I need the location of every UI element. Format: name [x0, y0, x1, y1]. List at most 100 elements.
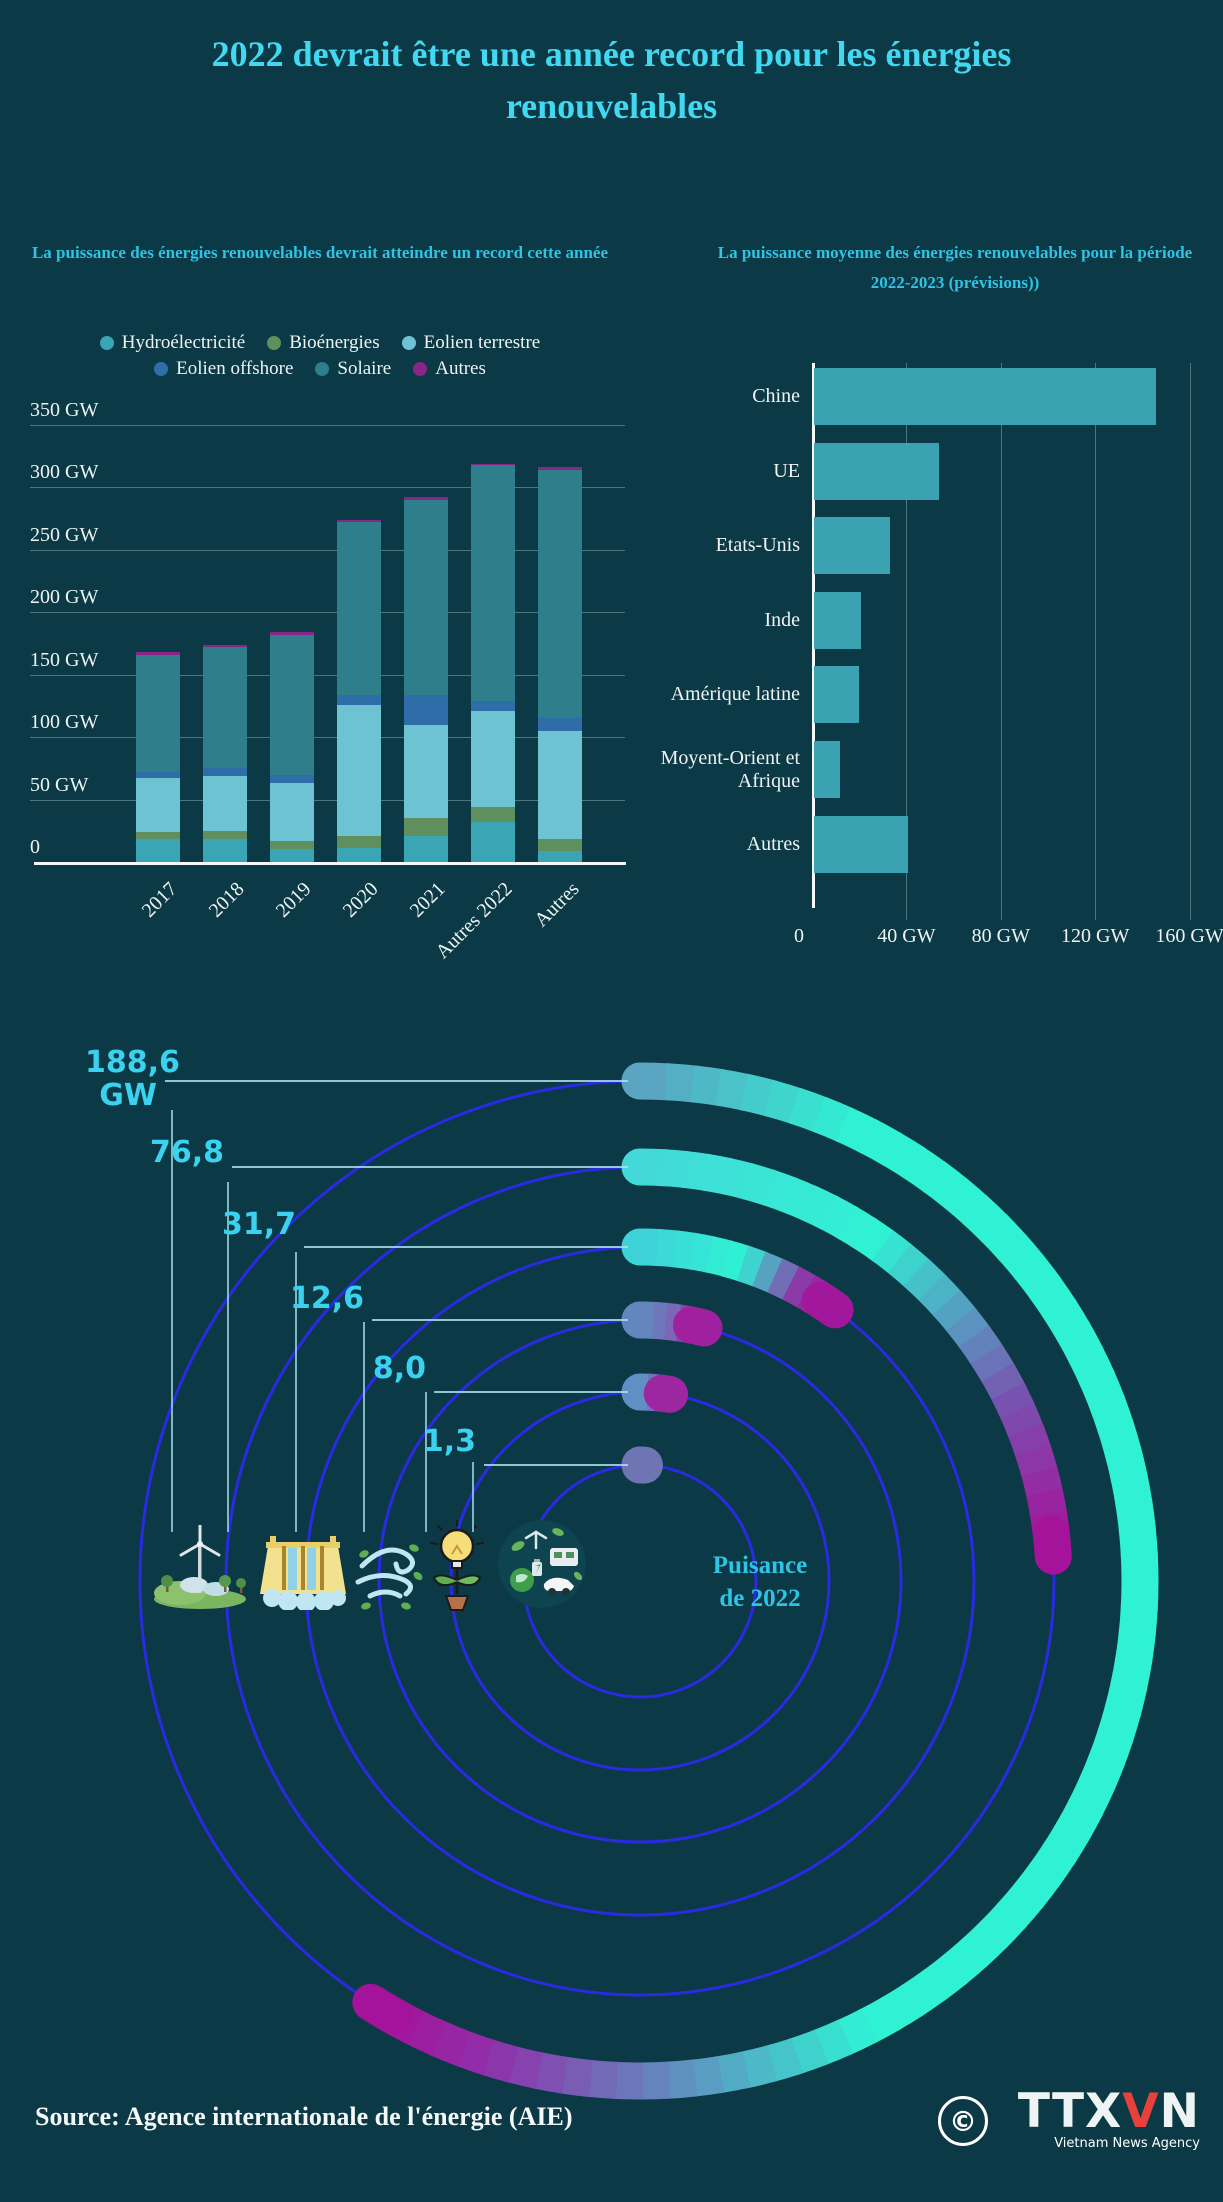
- bar-segment-Eolien terrestre: [270, 783, 314, 841]
- bar-segment-Autres: [136, 652, 180, 655]
- bar-segment-Autres: [471, 463, 515, 466]
- radial-arc-segment: [958, 1325, 1004, 1367]
- bar-segment-Hydroélectricité: [270, 849, 314, 862]
- bar-segment-Bioénergies: [136, 831, 180, 840]
- radial-arc-segment: [1028, 1841, 1077, 1888]
- wind-swirl-icon: [352, 1532, 424, 1617]
- bar-segment-Bioénergies: [337, 835, 381, 849]
- radial-caption: Puisance de 2022: [660, 1550, 860, 1615]
- radial-arc-segment: [799, 1185, 839, 1230]
- stacked-bar-2017: [136, 652, 180, 862]
- y-axis-line: [812, 363, 815, 908]
- x-axis-tick: 2021: [405, 878, 450, 922]
- stacked-bar-2018: [203, 644, 247, 862]
- radial-arc-segment: [979, 1213, 1028, 1262]
- radial-value-label: 8,0: [372, 1351, 426, 1386]
- radial-arc-segment: [887, 1243, 932, 1289]
- legend-dot: [401, 336, 416, 350]
- radial-arc-segment: [1120, 1579, 1159, 1611]
- agency-logo-v: V: [1122, 2084, 1160, 2139]
- callout-line-horizontal: [232, 1166, 628, 1168]
- radial-arc-segment: [812, 1096, 855, 1143]
- radial-arc-segment: [531, 2051, 568, 2094]
- x-axis-tick: 2018: [204, 878, 249, 922]
- radial-arc-segment: [787, 2029, 829, 2075]
- radial-arc-segment: [880, 1131, 926, 1180]
- radial-arc-segment: [403, 2009, 448, 2057]
- legend-row: Eolien offshore Solaire Autres: [20, 358, 620, 380]
- radial-arc-segment: [1013, 1253, 1062, 1301]
- gridline: [30, 674, 625, 676]
- radial-arc-segment: [1012, 1862, 1061, 1910]
- radial-arc-segment: [1028, 1275, 1077, 1322]
- radial-arc-segment: [611, 2061, 644, 2100]
- radial-arc-segment: [900, 1969, 947, 2017]
- radial-arc-segment: [946, 1307, 991, 1350]
- category-label: Etats-Unis: [715, 534, 800, 557]
- hbar-chart-title: La puissance moyenne des énergies renouv…: [717, 243, 1193, 292]
- radial-arc-segment: [1015, 1444, 1058, 1480]
- gridline: [1189, 363, 1191, 920]
- radial-arc-segment: [672, 1306, 723, 1347]
- radial-arc-segment: [428, 2020, 471, 2067]
- copyright-icon: ©: [938, 2096, 988, 2146]
- radial-arc-segment: [584, 2059, 618, 2099]
- category-label: Chine: [752, 385, 800, 407]
- bar-segment-Solaire: [337, 522, 381, 695]
- radial-arc-segment: [736, 1245, 769, 1288]
- legend-item: Hydroélectricité: [99, 332, 245, 354]
- stacked-chart-legend: Hydroélectricité Bioénergies Eolien terres…: [20, 332, 620, 380]
- radial-arc-segment: [818, 1195, 859, 1240]
- radial-arc-segment: [761, 1169, 798, 1213]
- bar-Moyent-Orient et Afrique: [814, 741, 840, 798]
- radial-arc-segment: [997, 1233, 1046, 1281]
- radial-arc-segment: [504, 2045, 544, 2089]
- page-title-line1: 2022 devrait être une année record pour …: [211, 34, 1012, 74]
- bar-segment-Solaire: [270, 634, 314, 775]
- bar-segment-Eolien terrestre: [538, 730, 582, 840]
- radial-arc-segment: [1118, 1604, 1158, 1638]
- y-axis-tick: 50 GW: [30, 773, 89, 796]
- radial-arc-segment: [932, 1290, 978, 1334]
- radial-arc-segment: [1097, 1419, 1142, 1460]
- bar-segment-Solaire: [538, 469, 582, 719]
- bar-segment-Bioénergies: [270, 840, 314, 850]
- radial-arc-segment: [1068, 1344, 1116, 1389]
- y-axis-tick: 150 GW: [30, 648, 99, 671]
- legend-label: Bioénergies: [289, 332, 380, 353]
- radial-arc-segment: [352, 1983, 412, 2035]
- radial-arc-segment: [665, 1063, 699, 1103]
- legend-dot: [267, 336, 282, 350]
- radial-arc-segment: [688, 2056, 725, 2097]
- bar-segment-Solaire: [471, 465, 515, 701]
- legend-dot: [315, 362, 330, 376]
- x-axis-tick: 160 GW: [1155, 925, 1223, 947]
- radial-arc-segment: [704, 1236, 734, 1277]
- bar-segment-Hydroélectricité: [136, 839, 180, 862]
- radial-arc-segment: [835, 1107, 879, 1154]
- radial-arc-segment: [663, 2059, 698, 2099]
- hydro-dam-icon: [258, 1532, 348, 1615]
- x-axis-tick: 0: [794, 925, 804, 947]
- y-axis-tick: 100 GW: [30, 711, 99, 734]
- callout-line-horizontal: [484, 1464, 628, 1466]
- x-axis-tick: 40 GW: [877, 925, 936, 947]
- x-axis-tick: 2017: [137, 878, 182, 922]
- radial-arc-segment: [802, 1281, 854, 1329]
- legend-item: Eolien terrestre: [401, 332, 540, 354]
- bar-Autres: [814, 815, 909, 873]
- gridline: [30, 612, 625, 614]
- radial-arc-segment: [780, 1176, 819, 1221]
- radial-arc-segment: [854, 1217, 897, 1263]
- legend-item: Bioénergies: [267, 332, 380, 354]
- radial-arc-segment: [961, 1195, 1010, 1244]
- gridline: [1095, 363, 1097, 920]
- legend-dot: [99, 336, 114, 350]
- radial-arc-segment: [621, 1148, 684, 1187]
- radial-arc-segment: [764, 1080, 805, 1125]
- bar-segment-Hydroélectricité: [471, 822, 515, 862]
- stacked-bar-2019: [270, 632, 314, 862]
- callout-line-horizontal: [165, 1080, 628, 1082]
- x-axis-line: [34, 862, 626, 865]
- radial-arc-segment: [767, 1258, 802, 1301]
